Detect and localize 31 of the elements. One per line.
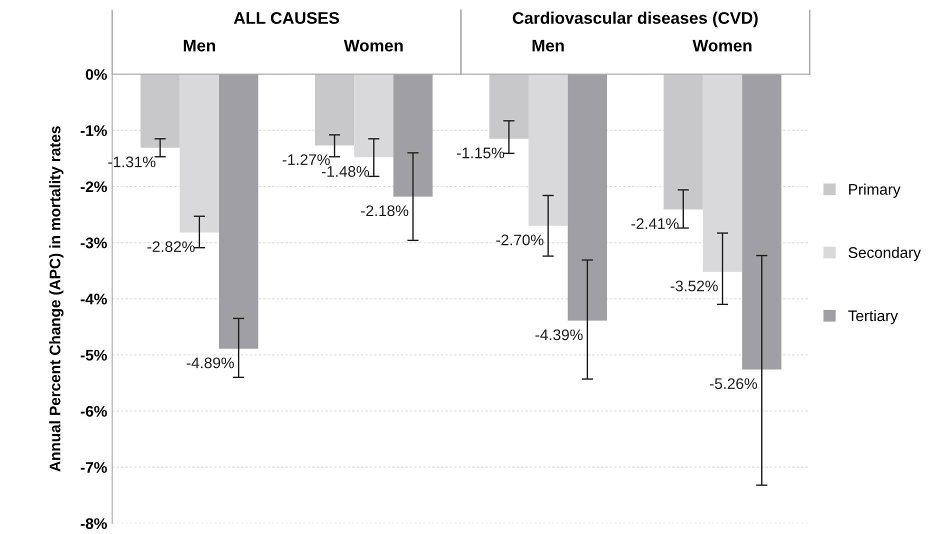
y-axis-title: Annual Percent Change (APC) in mortality rates [49, 126, 64, 472]
data-label: -4.89% [186, 357, 234, 368]
y-tick-label: -1% [80, 125, 107, 136]
text: ALL CAUSES [234, 12, 340, 24]
legend-label: Tertiary [848, 310, 898, 324]
x-tick-label: Men [532, 40, 564, 52]
legend-label: Primary [849, 184, 900, 198]
x-tick-label: Women [344, 40, 403, 52]
y-tick-label: -7% [80, 462, 107, 473]
text: Cardiovascular diseases (CVD) [512, 12, 758, 28]
y-tick-label: -2% [80, 181, 107, 192]
data-label: -2.82% [147, 241, 195, 252]
y-tick-label: -4% [80, 294, 107, 304]
data-label: -1.27% [282, 154, 330, 166]
data-label: -5.26% [710, 378, 758, 390]
y-tick-label: -5% [80, 350, 107, 361]
data-label: -1.31% [108, 156, 156, 168]
y-tick-label: 0% [86, 69, 107, 80]
y-tick-label: -8% [80, 518, 107, 530]
data-label: -2.18% [361, 205, 408, 216]
data-label: -1.15% [457, 148, 504, 158]
x-tick-label: Men [184, 40, 216, 52]
data-label: -2.70% [496, 234, 544, 246]
data-label: -1.48% [322, 166, 370, 177]
legend-label: Secondary [848, 246, 921, 262]
data-label: -3.52% [670, 280, 718, 292]
x-tick-label: Women [692, 40, 752, 52]
y-tick-label: -6% [80, 406, 107, 417]
data-label: -2.41% [631, 218, 679, 230]
data-label: -4.39% [535, 329, 583, 340]
y-tick-label: -3% [80, 238, 107, 248]
